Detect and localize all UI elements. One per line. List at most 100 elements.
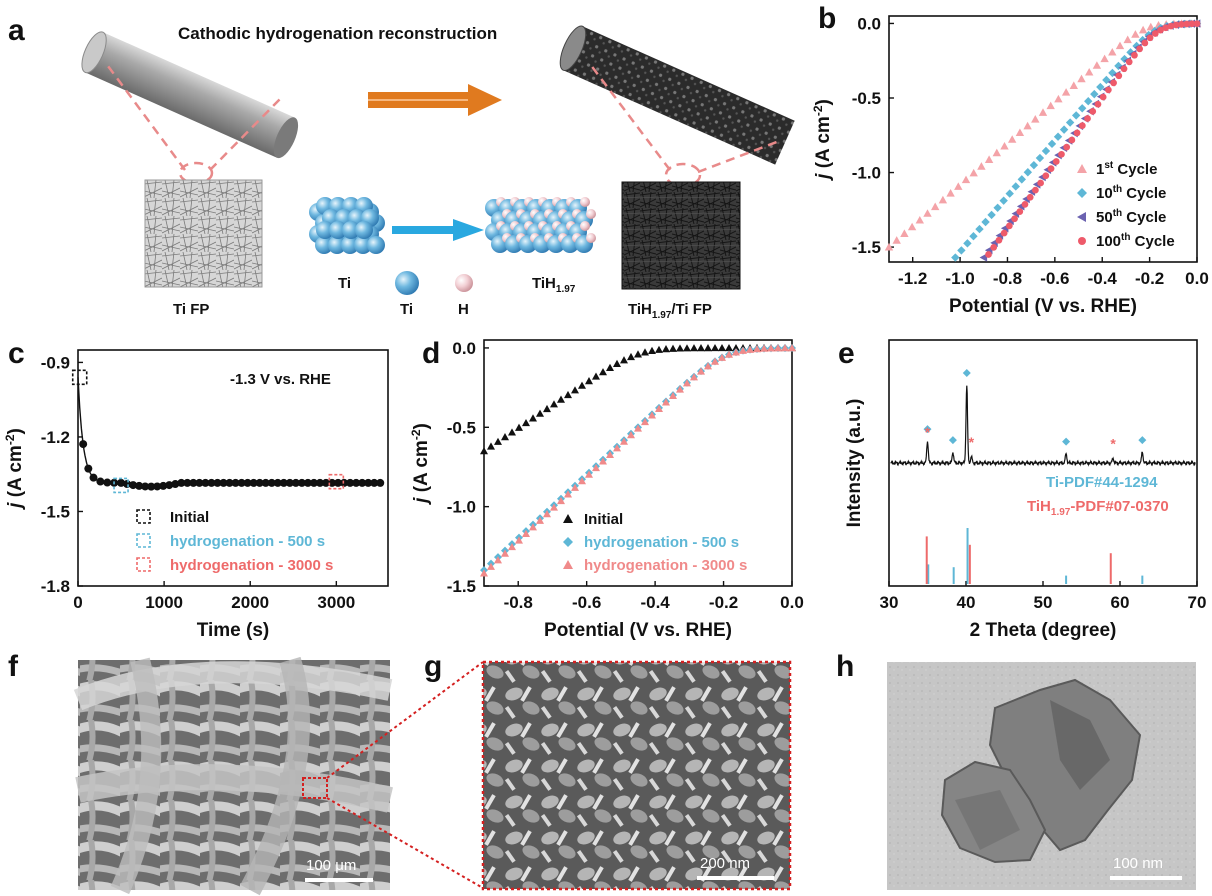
data-point (578, 381, 586, 389)
tih-atom-cluster (485, 197, 596, 253)
y-axis-label-exponent: -2 (409, 429, 423, 440)
x-tick-label: 0 (73, 593, 82, 612)
data-point (1120, 65, 1128, 73)
data-point (261, 478, 270, 487)
legend-label: 1st Cycle (1096, 160, 1157, 178)
ti-fp-label: Ti FP (173, 301, 209, 318)
reference-lines (927, 528, 1144, 584)
data-point (1110, 79, 1117, 87)
data-point (1021, 201, 1029, 208)
panel-c: c 0 1000 2000 3000 -0.9 -1.2 -1.5 -1.8 Time (s) j… (3, 337, 389, 641)
plot-frame (888, 15, 1198, 263)
legend-marker (563, 560, 573, 569)
y-tick-label: -1.5 (852, 238, 881, 257)
marker-box (328, 473, 345, 490)
legend-label-rest: -PDF#07-0370 (1070, 498, 1168, 515)
data-point (990, 244, 998, 251)
data-point (1071, 111, 1081, 120)
data-point (969, 168, 978, 177)
data-point (557, 395, 565, 403)
data-point (1115, 72, 1123, 80)
data-point (370, 478, 379, 487)
data-point (1114, 61, 1123, 71)
data-point (1193, 20, 1201, 27)
marker-box (71, 369, 88, 386)
legend-marker (563, 537, 573, 547)
data-point (494, 437, 502, 445)
panel-label-f: f (8, 650, 19, 683)
panel-label-c: c (8, 337, 25, 370)
data-point (536, 516, 544, 524)
data-point (1183, 20, 1190, 28)
legend-label-rest: Cycle (1122, 185, 1166, 202)
orange-arrow (368, 84, 502, 116)
data-point (725, 343, 733, 352)
data-point (1089, 107, 1097, 115)
data-point (697, 344, 705, 352)
x-tick-label: 60 (1111, 593, 1130, 612)
panel-d: d -0.8 -0.6 -0.4 -0.2 0.0 0.0 -0.5 -1.0 -1.5 Pote… (409, 337, 804, 641)
data-point (315, 478, 324, 487)
data-point (662, 345, 670, 353)
data-point (732, 343, 740, 352)
data-point (634, 350, 642, 358)
data-point (1054, 94, 1063, 103)
data-point (1178, 21, 1185, 28)
data-point (508, 428, 516, 436)
data-point (1068, 136, 1076, 144)
data-point (599, 368, 607, 376)
panel-f: f 100 μm (8, 650, 484, 896)
data-point (907, 222, 917, 231)
legend-label-sup: th (1121, 232, 1130, 243)
legend-label-rest: Cycle (1113, 161, 1157, 178)
tih-ti-fp-block (621, 181, 741, 290)
x-tick-label: 0.0 (780, 593, 804, 612)
data-point (774, 344, 782, 352)
y-tick-label: -1.2 (41, 428, 70, 447)
data-point (1092, 61, 1102, 69)
x-tick-label: 70 (1188, 593, 1207, 612)
y-tick-label: -1.8 (41, 577, 70, 596)
data-point (690, 373, 698, 381)
data-point (732, 348, 740, 356)
data-point (1146, 22, 1155, 31)
y-axis-label-unit: (A cm (5, 445, 26, 502)
legend-label-sub: 1.97 (1051, 507, 1071, 518)
x-tick-label: 3000 (317, 593, 355, 612)
x-tick-label: -0.2 (1135, 269, 1164, 288)
y-tick-label: 0.0 (857, 14, 881, 33)
data-point (1078, 104, 1087, 113)
peak-diamond-mark (948, 436, 957, 445)
data-point (1011, 215, 1018, 223)
data-point (84, 464, 93, 473)
data-point (1172, 21, 1180, 29)
data-point (494, 556, 502, 564)
y-tick-label: -1.0 (852, 164, 881, 183)
x-axis-label: Potential (V vs. RHE) (544, 620, 732, 641)
data-point (892, 236, 901, 244)
data-point (884, 242, 894, 251)
x-tick-label: 30 (880, 593, 899, 612)
data-point (1000, 141, 1009, 150)
data-point (231, 478, 240, 487)
data-point (1094, 100, 1102, 108)
data-point (620, 356, 628, 364)
data-point (578, 477, 586, 485)
panel-label-g: g (424, 650, 442, 683)
data-point (1090, 89, 1099, 99)
data-line (77, 377, 384, 488)
data-point (683, 344, 691, 352)
scale-bar-f (305, 878, 373, 882)
data-point (725, 350, 733, 358)
y-tick-label: -1.5 (41, 502, 70, 521)
data-point (501, 549, 509, 557)
data-point (1077, 74, 1086, 83)
data-point (487, 442, 495, 450)
legend-label-sup: st (1104, 160, 1114, 171)
scale-label-f: 100 μm (306, 857, 356, 874)
data-point (683, 379, 691, 387)
data-point (669, 391, 677, 400)
data-point (923, 209, 932, 217)
peak-star-mark: * (969, 434, 975, 450)
ti-atom (341, 236, 359, 254)
